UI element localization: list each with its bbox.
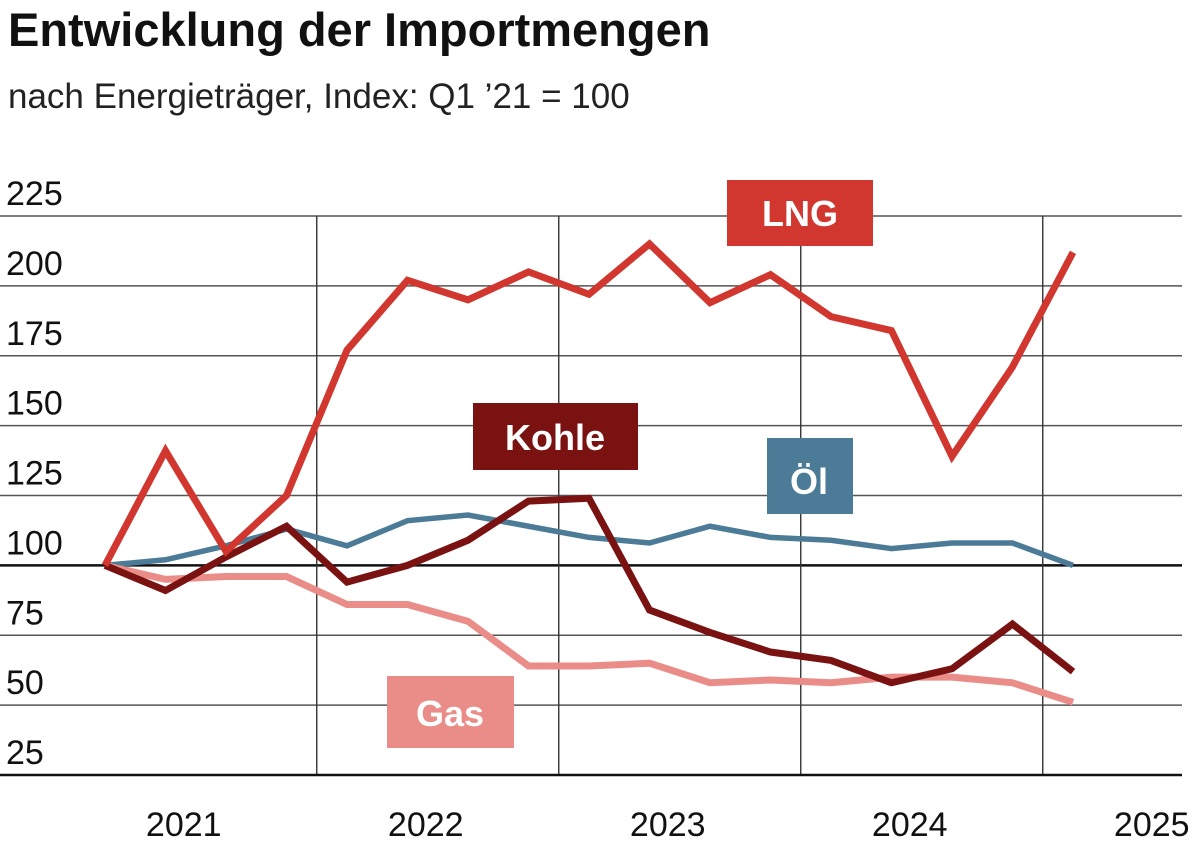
series-line-kohle <box>103 494 1076 687</box>
x-tick-label: 2022 <box>388 806 464 844</box>
x-tick-label: 2023 <box>630 806 706 844</box>
y-tick-label: 150 <box>6 385 63 423</box>
series-line-gas <box>104 561 1075 706</box>
y-tick-label: 225 <box>6 175 63 213</box>
legend-label-öl: Öl <box>790 461 828 502</box>
legend-label-kohle: Kohle <box>505 417 605 458</box>
legend-label-box-gas <box>387 676 514 748</box>
x-tick-label: 2024 <box>872 806 948 844</box>
y-tick-label: 75 <box>6 594 44 632</box>
y-tick-label: 175 <box>6 315 63 353</box>
legend-label-gas: Gas <box>416 693 484 734</box>
legend-label-box-lng <box>727 180 873 246</box>
page-subtitle: nach Energieträger, Index: Q1 ’21 = 100 <box>8 77 630 116</box>
legend-label-box-kohle <box>473 403 638 470</box>
legend-label-box-öl <box>767 438 853 514</box>
x-tick-label: 2021 <box>146 806 222 844</box>
series-line-öl <box>104 512 1074 569</box>
y-tick-label: 100 <box>6 524 63 562</box>
page-title: Entwicklung der Importmengen <box>8 3 711 56</box>
series-line-lng <box>101 239 1077 568</box>
y-tick-label: 25 <box>6 734 44 772</box>
y-tick-label: 125 <box>6 455 63 493</box>
y-tick-label: 50 <box>6 664 44 702</box>
y-tick-label: 200 <box>6 245 63 283</box>
legend-label-lng: LNG <box>762 193 838 234</box>
x-tick-label: 2025 <box>1114 806 1190 844</box>
